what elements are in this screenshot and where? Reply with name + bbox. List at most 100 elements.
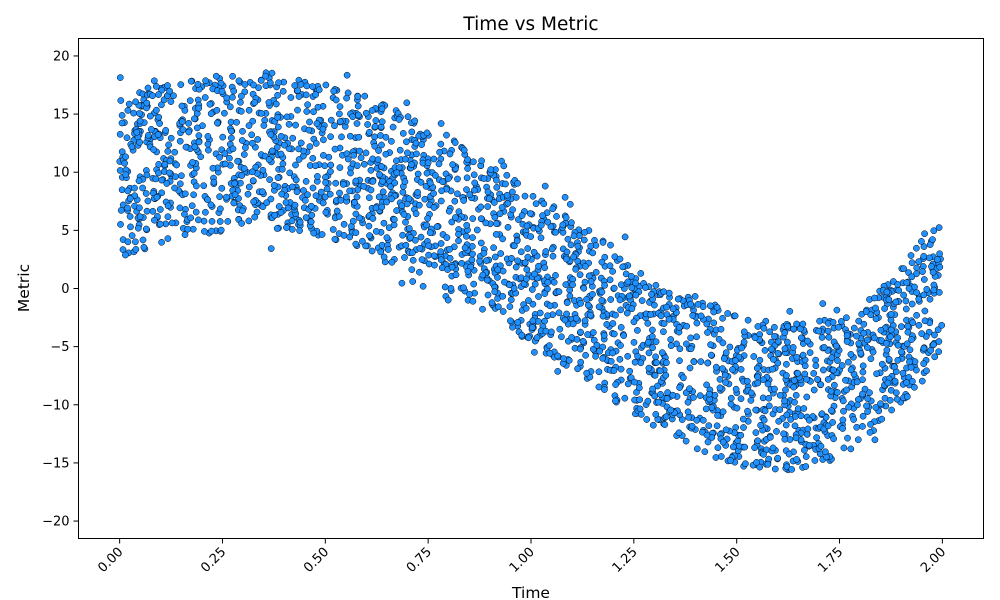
- data-point: [176, 180, 184, 188]
- data-point: [274, 174, 282, 182]
- data-point: [667, 406, 675, 414]
- data-point: [532, 200, 540, 208]
- data-point: [721, 371, 729, 379]
- data-point: [318, 231, 326, 238]
- data-point: [493, 184, 501, 191]
- data-point: [760, 416, 768, 424]
- data-point: [928, 263, 935, 270]
- data-point: [625, 292, 633, 300]
- data-point: [909, 378, 916, 385]
- data-point: [118, 112, 126, 119]
- data-point: [579, 337, 587, 345]
- data-point: [156, 220, 164, 228]
- data-point: [776, 391, 784, 399]
- data-point: [293, 188, 301, 196]
- data-point: [610, 330, 618, 338]
- data-point: [312, 192, 320, 200]
- data-point: [936, 250, 943, 258]
- data-point: [737, 366, 745, 373]
- data-point: [271, 211, 279, 219]
- data-point: [867, 421, 874, 428]
- data-point: [662, 371, 670, 379]
- data-point: [204, 133, 212, 140]
- data-point: [355, 111, 362, 119]
- data-point: [624, 352, 632, 360]
- data-point: [888, 406, 895, 414]
- data-point: [415, 201, 423, 209]
- data-point: [859, 423, 866, 430]
- data-point: [146, 112, 154, 120]
- data-point: [837, 318, 845, 325]
- data-point: [409, 278, 417, 285]
- data-point: [804, 425, 812, 433]
- data-point: [158, 176, 165, 184]
- data-point: [251, 99, 259, 106]
- data-point: [850, 324, 858, 332]
- data-point: [517, 248, 525, 256]
- data-point: [166, 169, 173, 177]
- data-point: [927, 346, 935, 354]
- data-point: [754, 373, 761, 381]
- data-point: [267, 195, 275, 203]
- data-point: [771, 385, 778, 393]
- data-point: [529, 300, 537, 308]
- data-point: [713, 422, 721, 430]
- data-point: [931, 353, 939, 361]
- data-point: [312, 91, 320, 98]
- data-point: [128, 232, 136, 239]
- data-point: [781, 345, 789, 353]
- data-point: [657, 312, 665, 320]
- data-point: [493, 220, 500, 228]
- data-point: [150, 77, 158, 85]
- data-point: [423, 169, 431, 177]
- data-point: [195, 104, 203, 112]
- data-point: [727, 457, 734, 464]
- data-point: [617, 365, 625, 373]
- data-point: [790, 325, 798, 333]
- data-point: [178, 102, 186, 110]
- data-point: [781, 397, 788, 405]
- data-point: [784, 338, 791, 346]
- data-point: [583, 296, 590, 303]
- data-point: [322, 209, 330, 216]
- data-point: [899, 369, 907, 377]
- data-point: [153, 106, 160, 114]
- data-point: [732, 385, 740, 393]
- data-point: [785, 450, 793, 458]
- data-point: [477, 203, 485, 211]
- data-point: [380, 253, 388, 261]
- data-point: [307, 202, 315, 210]
- data-point: [555, 309, 563, 317]
- data-point: [285, 120, 293, 128]
- data-point: [651, 301, 658, 309]
- data-point: [279, 160, 287, 168]
- data-point: [425, 260, 433, 268]
- data-point: [710, 308, 718, 316]
- data-point: [452, 271, 460, 279]
- data-point: [903, 279, 911, 286]
- data-points: [116, 69, 946, 474]
- data-point: [250, 198, 257, 206]
- data-point: [562, 281, 570, 288]
- data-point: [792, 434, 800, 442]
- data-point: [248, 131, 256, 139]
- data-point: [470, 158, 477, 166]
- data-point: [167, 134, 175, 142]
- data-point: [302, 91, 310, 99]
- data-point: [918, 377, 926, 385]
- data-point: [934, 326, 942, 334]
- data-point: [587, 242, 595, 250]
- data-point: [878, 360, 886, 368]
- data-point: [250, 81, 257, 89]
- data-point: [752, 406, 760, 414]
- data-point: [531, 270, 538, 278]
- data-point: [866, 429, 874, 436]
- data-point: [204, 140, 212, 148]
- data-point: [463, 232, 470, 240]
- data-point: [443, 234, 451, 241]
- data-point: [301, 197, 309, 204]
- data-point: [207, 201, 215, 209]
- data-point: [272, 100, 280, 108]
- data-point: [589, 249, 597, 257]
- data-point: [499, 308, 507, 315]
